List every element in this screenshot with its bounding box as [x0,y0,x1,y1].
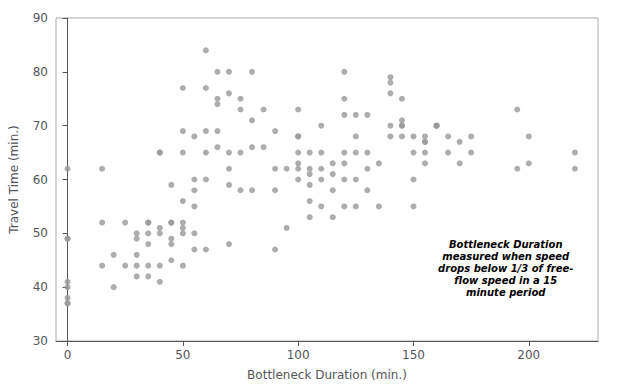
svg-text:30: 30 [33,334,48,348]
svg-text:70: 70 [33,119,48,133]
svg-text:200: 200 [517,348,540,362]
svg-text:drops below 1/3 of free-: drops below 1/3 of free- [438,263,573,274]
svg-text:0: 0 [64,348,72,362]
svg-text:80: 80 [33,65,48,79]
svg-text:150: 150 [402,348,425,362]
svg-text:90: 90 [33,11,48,25]
svg-text:flow speed in a 15: flow speed in a 15 [454,275,557,286]
svg-text:Bottleneck Duration (min.): Bottleneck Duration (min.) [247,368,407,382]
svg-text:minute period: minute period [466,287,546,298]
svg-text:100: 100 [287,348,310,362]
svg-text:Travel Time (min.): Travel Time (min.) [7,125,21,234]
svg-text:50: 50 [33,226,48,240]
svg-text:60: 60 [33,173,48,187]
svg-text:40: 40 [33,280,48,294]
svg-text:measured when speed: measured when speed [442,251,570,262]
svg-text:50: 50 [175,348,190,362]
svg-text:Bottleneck Duration: Bottleneck Duration [449,239,563,250]
